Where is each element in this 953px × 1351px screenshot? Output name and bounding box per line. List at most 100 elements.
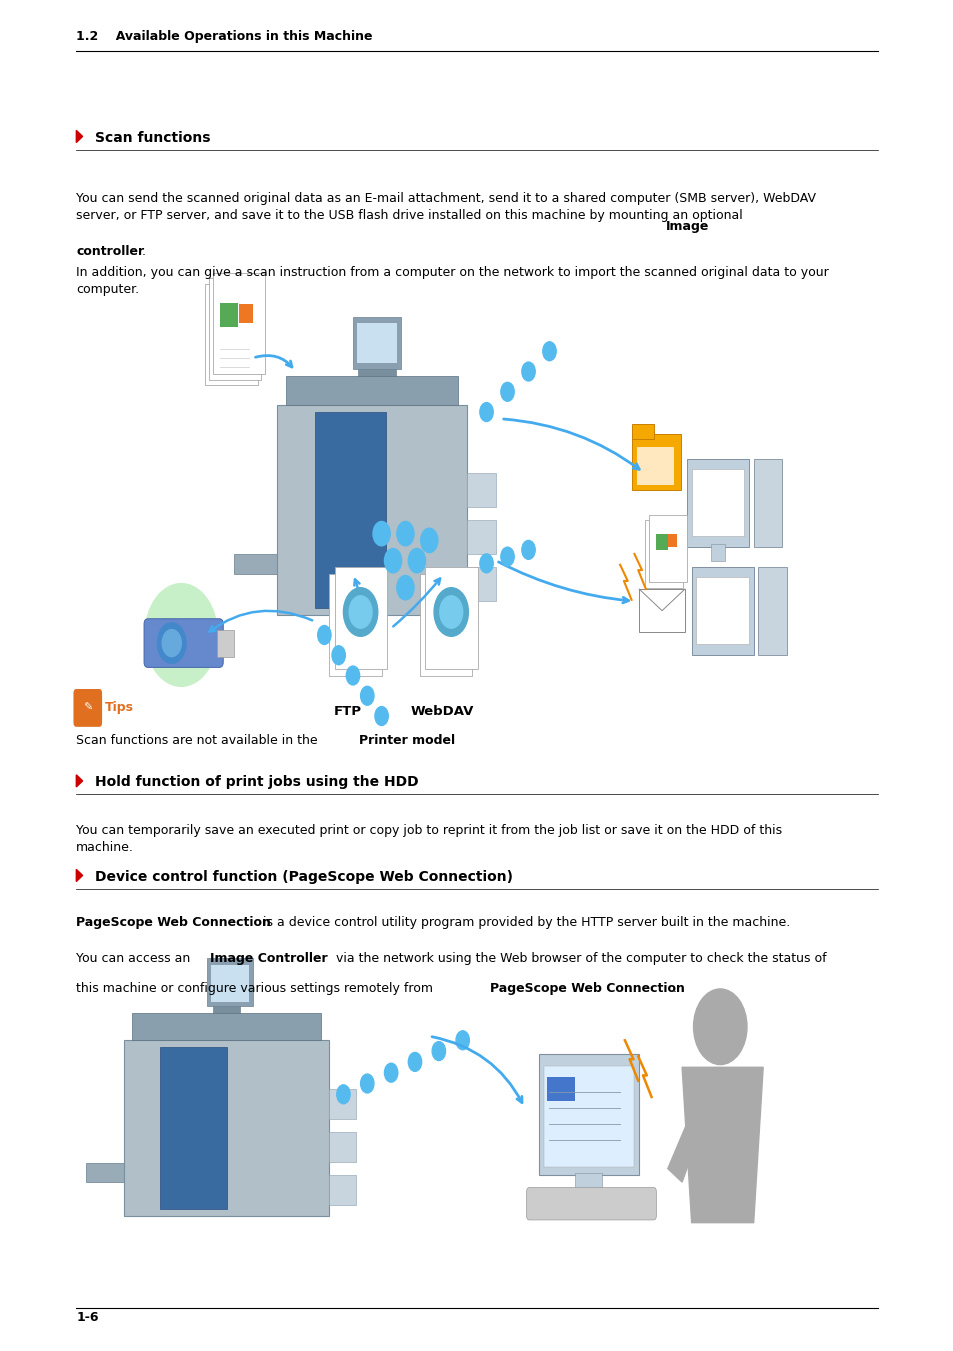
FancyBboxPatch shape [648, 515, 686, 582]
Circle shape [420, 528, 437, 553]
FancyBboxPatch shape [286, 376, 457, 405]
Circle shape [157, 623, 186, 663]
FancyBboxPatch shape [691, 469, 743, 536]
Text: Scan functions: Scan functions [95, 131, 211, 145]
FancyBboxPatch shape [356, 323, 396, 363]
Text: You can send the scanned original data as an E-mail attachment, send it to a sha: You can send the scanned original data a… [76, 192, 816, 222]
Circle shape [346, 666, 359, 685]
Circle shape [479, 554, 493, 573]
FancyBboxPatch shape [543, 1066, 634, 1167]
FancyBboxPatch shape [239, 304, 253, 323]
FancyBboxPatch shape [710, 544, 724, 561]
FancyBboxPatch shape [329, 574, 381, 676]
Text: via the network using the Web browser of the computer to check the status of: via the network using the Web browser of… [332, 952, 825, 966]
Text: PageScope Web Connection: PageScope Web Connection [490, 982, 684, 996]
Circle shape [479, 403, 493, 422]
Circle shape [434, 588, 468, 636]
Circle shape [384, 1063, 397, 1082]
Circle shape [396, 576, 414, 600]
Text: this machine or configure various settings remotely from: this machine or configure various settin… [76, 982, 436, 996]
FancyBboxPatch shape [211, 965, 249, 1002]
Circle shape [432, 1042, 445, 1061]
Circle shape [162, 630, 181, 657]
Circle shape [408, 549, 425, 573]
Text: Printer model: Printer model [358, 734, 455, 747]
Text: Hold function of print jobs using the HDD: Hold function of print jobs using the HD… [95, 775, 418, 789]
FancyBboxPatch shape [209, 278, 261, 380]
FancyBboxPatch shape [86, 1163, 129, 1182]
Polygon shape [681, 1067, 762, 1223]
Circle shape [500, 382, 514, 401]
FancyBboxPatch shape [144, 619, 223, 667]
Text: 1-6: 1-6 [76, 1310, 99, 1324]
Circle shape [408, 1052, 421, 1071]
Text: You can temporarily save an executed print or copy job to reprint it from the jo: You can temporarily save an executed pri… [76, 824, 781, 854]
FancyBboxPatch shape [639, 589, 684, 632]
FancyBboxPatch shape [696, 577, 748, 644]
Circle shape [360, 686, 374, 705]
FancyBboxPatch shape [357, 369, 395, 376]
FancyBboxPatch shape [233, 554, 281, 574]
Polygon shape [76, 870, 83, 882]
FancyBboxPatch shape [132, 1013, 321, 1040]
FancyBboxPatch shape [575, 1173, 601, 1192]
Circle shape [396, 521, 414, 546]
Text: Image: Image [665, 220, 708, 234]
Text: In addition, you can give a scan instruction from a computer on the network to i: In addition, you can give a scan instruc… [76, 266, 828, 296]
Circle shape [521, 362, 535, 381]
Circle shape [384, 549, 401, 573]
Text: .: . [672, 982, 676, 996]
FancyBboxPatch shape [314, 412, 386, 608]
Circle shape [456, 1031, 469, 1050]
Text: is a device control utility program provided by the HTTP server built in the mac: is a device control utility program prov… [259, 916, 790, 929]
FancyBboxPatch shape [216, 630, 233, 657]
Text: ✎: ✎ [83, 703, 92, 713]
Circle shape [349, 596, 372, 628]
FancyBboxPatch shape [631, 424, 654, 439]
Text: FTP: FTP [334, 705, 361, 719]
Circle shape [521, 540, 535, 559]
Text: PageScope Web Connection: PageScope Web Connection [76, 916, 271, 929]
FancyBboxPatch shape [73, 689, 102, 727]
FancyBboxPatch shape [335, 567, 387, 669]
FancyBboxPatch shape [124, 1040, 329, 1216]
Text: .: . [141, 245, 145, 258]
Circle shape [360, 1074, 374, 1093]
FancyBboxPatch shape [753, 459, 781, 547]
FancyBboxPatch shape [656, 534, 667, 550]
Circle shape [439, 596, 462, 628]
Text: Scan functions are not available in the: Scan functions are not available in the [76, 734, 321, 747]
FancyBboxPatch shape [419, 574, 472, 676]
Circle shape [332, 646, 345, 665]
Polygon shape [76, 775, 83, 786]
Circle shape [500, 547, 514, 566]
FancyBboxPatch shape [667, 534, 677, 547]
Text: You can access an: You can access an [76, 952, 194, 966]
FancyBboxPatch shape [526, 1188, 656, 1220]
Text: 1.2    Available Operations in this Machine: 1.2 Available Operations in this Machine [76, 30, 373, 43]
Circle shape [375, 707, 388, 725]
FancyBboxPatch shape [644, 520, 682, 588]
Circle shape [336, 1085, 350, 1104]
FancyBboxPatch shape [220, 303, 237, 327]
Circle shape [373, 521, 390, 546]
Polygon shape [667, 1101, 705, 1182]
FancyBboxPatch shape [208, 958, 253, 1006]
FancyBboxPatch shape [637, 447, 673, 485]
Circle shape [542, 342, 556, 361]
FancyBboxPatch shape [425, 567, 477, 669]
FancyBboxPatch shape [467, 567, 496, 601]
Text: controller: controller [76, 245, 144, 258]
Text: Device control function (PageScope Web Connection): Device control function (PageScope Web C… [95, 870, 513, 884]
FancyBboxPatch shape [213, 1006, 240, 1013]
FancyBboxPatch shape [691, 567, 753, 655]
Polygon shape [76, 131, 83, 142]
FancyBboxPatch shape [467, 520, 496, 554]
FancyBboxPatch shape [631, 434, 680, 490]
FancyBboxPatch shape [467, 473, 496, 507]
Text: .: . [450, 734, 454, 747]
FancyBboxPatch shape [205, 284, 257, 385]
FancyBboxPatch shape [160, 1047, 227, 1209]
Circle shape [317, 626, 331, 644]
Text: Image Controller: Image Controller [210, 952, 327, 966]
